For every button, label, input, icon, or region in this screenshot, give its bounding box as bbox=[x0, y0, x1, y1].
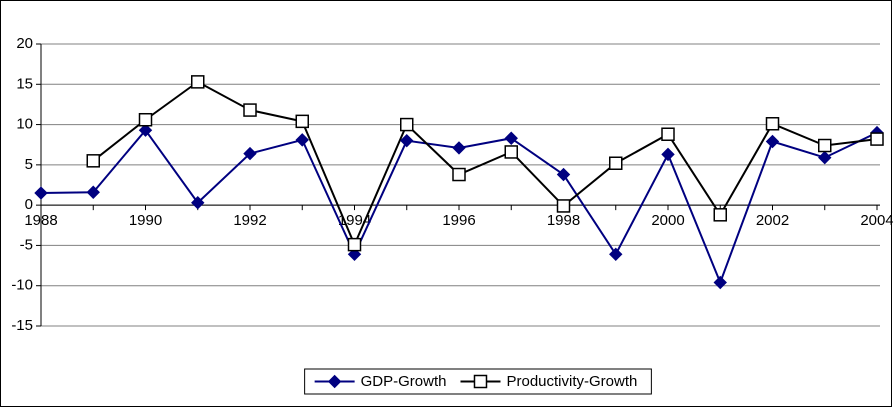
data-point bbox=[609, 156, 623, 170]
data-point bbox=[556, 167, 571, 182]
y-tick-label: -15 bbox=[11, 317, 33, 334]
x-tick-label: 1998 bbox=[547, 212, 580, 229]
y-tick-label: 10 bbox=[16, 116, 33, 133]
data-point bbox=[452, 141, 466, 155]
x-tick-label: 1990 bbox=[129, 212, 162, 229]
data-point bbox=[504, 145, 518, 159]
x-tick-label: 1992 bbox=[233, 212, 266, 229]
y-tick-label: -5 bbox=[20, 236, 33, 253]
data-point bbox=[765, 134, 780, 149]
data-point bbox=[870, 132, 884, 146]
legend-label: GDP-Growth bbox=[361, 373, 447, 390]
x-tick-label: 1988 bbox=[24, 212, 57, 229]
x-tick-label: 2004 bbox=[860, 212, 893, 229]
legend-swatch-marker bbox=[473, 374, 488, 389]
data-point bbox=[295, 133, 309, 147]
data-point bbox=[191, 196, 205, 210]
data-point bbox=[713, 275, 727, 290]
data-point bbox=[818, 150, 832, 165]
y-tick-label: 5 bbox=[25, 156, 33, 173]
legend-label: Productivity-Growth bbox=[506, 373, 637, 390]
legend-swatch-marker bbox=[327, 374, 342, 389]
data-point bbox=[86, 154, 100, 168]
y-tick-label: 15 bbox=[16, 75, 33, 92]
data-point bbox=[86, 185, 100, 199]
data-point bbox=[609, 247, 623, 261]
data-point bbox=[452, 167, 466, 182]
data-point bbox=[765, 117, 780, 131]
series-line bbox=[92, 80, 878, 248]
data-point bbox=[347, 247, 362, 261]
data-point bbox=[243, 103, 257, 117]
y-tick-label: 20 bbox=[16, 35, 33, 52]
x-tick-label: 2002 bbox=[756, 212, 789, 229]
data-point bbox=[661, 147, 675, 162]
data-point bbox=[400, 117, 414, 132]
y-tick-label: 0 bbox=[25, 196, 33, 213]
data-point bbox=[34, 186, 48, 200]
x-tick-label: 1996 bbox=[442, 212, 475, 229]
data-point bbox=[556, 199, 571, 213]
data-point bbox=[191, 75, 205, 89]
data-point bbox=[400, 133, 414, 148]
data-point bbox=[295, 114, 309, 129]
data-point bbox=[504, 131, 518, 145]
data-point bbox=[818, 138, 832, 153]
data-point bbox=[661, 127, 675, 141]
y-tick-label: -10 bbox=[11, 277, 33, 294]
data-point bbox=[138, 123, 153, 137]
data-point bbox=[713, 208, 727, 222]
x-tick-label: 2000 bbox=[651, 212, 684, 229]
legend: GDP-Growth Productivity-Growth bbox=[304, 368, 652, 395]
data-point bbox=[138, 112, 153, 127]
data-point bbox=[347, 237, 362, 252]
data-point bbox=[243, 146, 257, 161]
